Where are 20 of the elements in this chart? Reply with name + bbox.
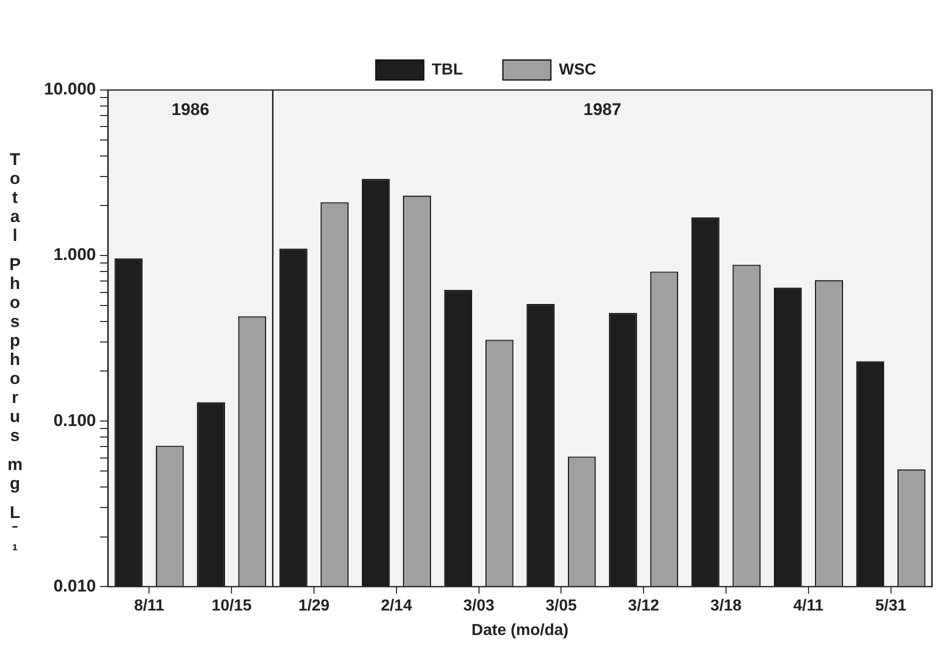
x-tick-label: 4/11 — [793, 598, 824, 615]
band-label: 1986 — [171, 100, 210, 120]
x-tick-label: 10/15 — [212, 598, 252, 615]
x-tick-label: 1/29 — [298, 598, 330, 615]
band-label: 1987 — [583, 100, 622, 120]
x-tick-label: 8/11 — [134, 598, 164, 615]
x-tick-label: 3/03 — [463, 598, 494, 615]
x-tick-label: 3/12 — [628, 598, 660, 615]
y-tick-label: 0.010 — [53, 576, 96, 596]
text: Total Phosphorus mg L⁻¹ — [7, 150, 23, 560]
x-axis-title: Date (mo/da) — [472, 622, 568, 639]
legend-label: TBL — [432, 61, 464, 78]
x-tick-label: 3/18 — [710, 598, 742, 615]
y-tick-label: 10.000 — [44, 80, 96, 99]
x-tick-label: 3/05 — [546, 598, 577, 615]
legend-label: WSC — [558, 61, 597, 78]
y-tick-label: 0.100 — [53, 410, 96, 430]
x-tick-label: 5/31 — [875, 598, 906, 615]
y-tick-label: 1.000 — [53, 245, 96, 264]
x-tick-label: 2/14 — [380, 598, 412, 615]
